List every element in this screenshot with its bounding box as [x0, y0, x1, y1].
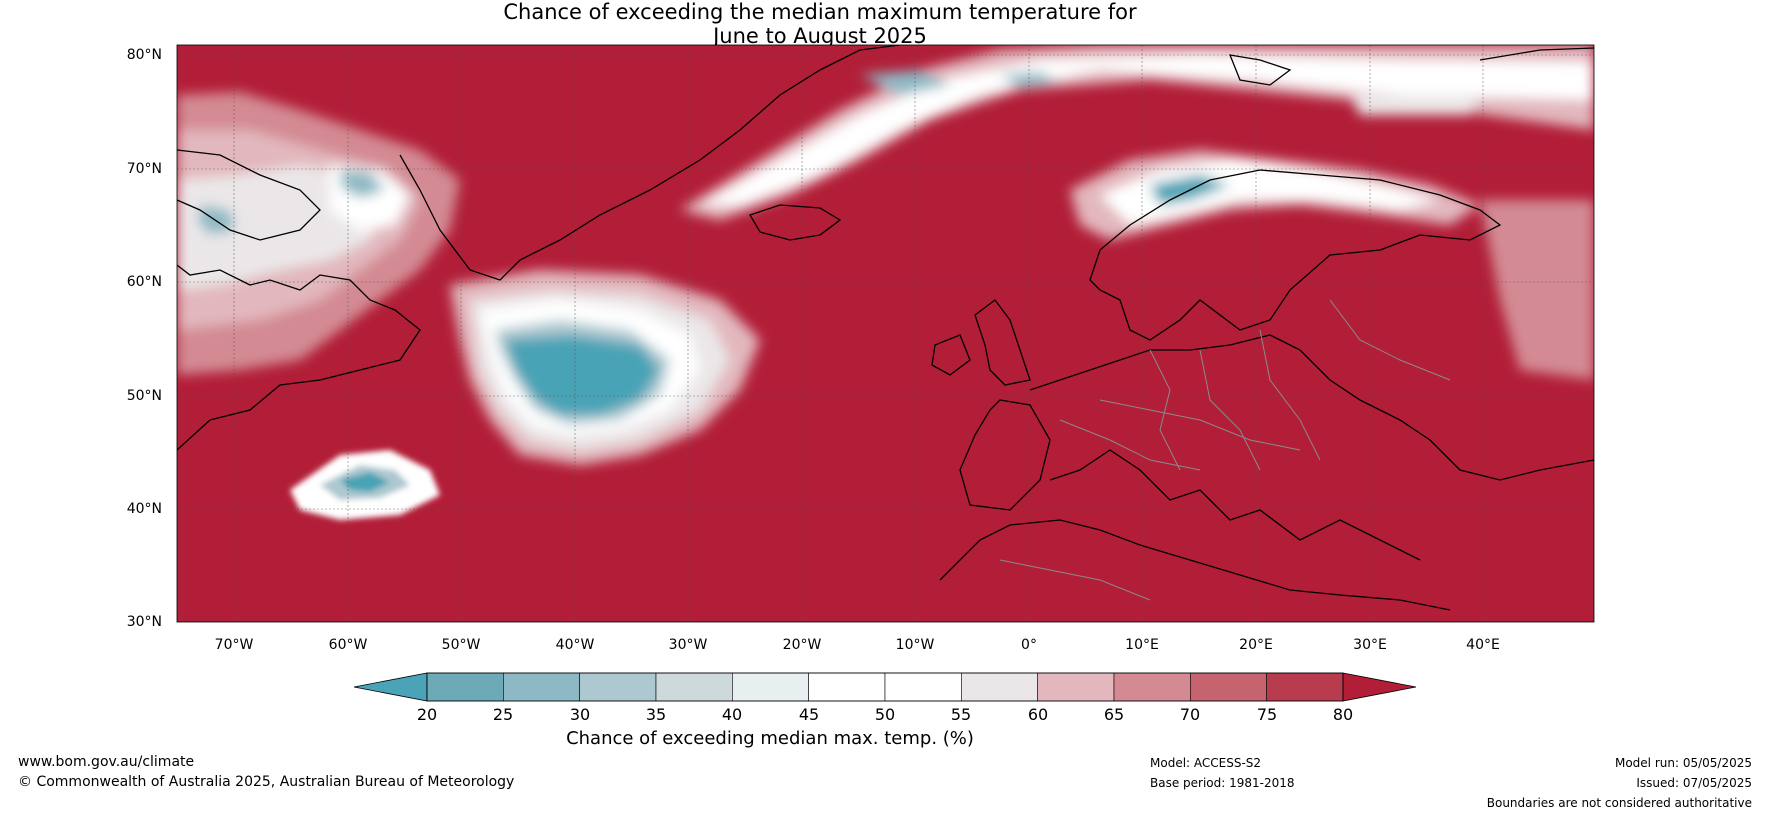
lon-tick-40e: 40°E	[1466, 637, 1500, 653]
country-borders	[999, 299, 1451, 601]
lon-tick-30w: 30°W	[668, 637, 708, 653]
lon-tick-40w: 40°W	[555, 637, 595, 653]
lat-tick-30n: 30°N	[126, 614, 162, 630]
coast-mediterranean	[1049, 449, 1421, 561]
coast-europe	[1029, 334, 1594, 481]
colorbar-cell	[655, 672, 733, 702]
colorbar-tick-55: 55	[950, 705, 972, 724]
lon-tick-60w: 60°W	[328, 637, 368, 653]
lon-tick-70w: 70°W	[214, 637, 254, 653]
title-line-1: Chance of exceeding the median maximum t…	[503, 0, 1137, 24]
lon-tick-50w: 50°W	[441, 637, 481, 653]
anomaly-small-patch	[290, 450, 440, 520]
lat-tick-50n: 50°N	[126, 388, 162, 404]
colorbar-cell	[1190, 672, 1267, 702]
coastlines	[177, 45, 1594, 611]
colorbar-cell	[1266, 672, 1344, 702]
colorbar-tick-25: 25	[492, 705, 514, 724]
footer-url[interactable]: www.bom.gov.au/climate	[18, 754, 195, 770]
coast-greenland	[399, 45, 901, 281]
colorbar-cell	[732, 672, 809, 702]
coast-svalbard	[1228, 54, 1292, 86]
footer-model: Model: ACCESS-S2	[1150, 756, 1262, 770]
colorbar-cell	[808, 672, 886, 702]
coast-novaya-zemlya	[1479, 47, 1594, 61]
lon-tick-10e: 10°E	[1125, 637, 1159, 653]
anomaly-scandinavia	[1070, 150, 1594, 380]
colorbar-tick-75: 75	[1256, 705, 1278, 724]
anomaly-arctic-band	[680, 45, 1594, 220]
colorbar-cell	[1037, 672, 1115, 702]
lat-tick-80n: 80°N	[126, 47, 162, 63]
colorbar-tick-45: 45	[798, 705, 820, 724]
colorbar	[353, 672, 1417, 702]
colorbar-max-triangle	[1342, 672, 1417, 702]
coast-iceland	[749, 204, 842, 241]
colorbar-tick-60: 60	[1027, 705, 1049, 724]
anomaly-cold-blob	[450, 270, 760, 465]
colorbar-cells	[426, 672, 1344, 702]
colorbar-tick-50: 50	[874, 705, 896, 724]
graticule	[177, 45, 1594, 622]
footer-base-period: Base period: 1981-2018	[1150, 776, 1295, 790]
colorbar-tick-40: 40	[721, 705, 743, 724]
colorbar-cell	[503, 672, 580, 702]
colorbar-tick-35: 35	[645, 705, 667, 724]
colorbar-tick-70: 70	[1179, 705, 1201, 724]
footer-disclaimer: Boundaries are not considered authoritat…	[1486, 796, 1752, 810]
coast-scandinavia	[1089, 169, 1502, 341]
lon-tick-20w: 20°W	[782, 637, 822, 653]
colorbar-tick-65: 65	[1103, 705, 1125, 724]
colorbar-label: Chance of exceeding median max. temp. (%…	[566, 728, 974, 749]
footer-copyright: © Commonwealth of Australia 2025, Austra…	[18, 774, 515, 790]
footer-issued: Issued: 07/05/2025	[1636, 776, 1752, 790]
lon-tick-0: 0°	[1021, 637, 1037, 653]
coast-north-africa	[939, 519, 1451, 611]
coast-ireland	[931, 334, 971, 376]
colorbar-cell	[884, 672, 962, 702]
colorbar-tick-80: 80	[1332, 705, 1354, 724]
map-frame	[176, 44, 1595, 623]
title-line-2: June to August 2025	[713, 24, 927, 48]
coast-britain	[974, 299, 1031, 386]
lon-tick-20e: 20°E	[1239, 637, 1273, 653]
colorbar-min-triangle	[353, 672, 428, 702]
colorbar-cell	[426, 672, 504, 702]
coast-baffin	[177, 149, 321, 241]
colorbar-outline	[426, 672, 1344, 702]
coast-iberia	[959, 399, 1051, 511]
lat-tick-70n: 70°N	[126, 161, 162, 177]
colorbar-cell	[579, 672, 657, 702]
lat-tick-40n: 40°N	[126, 501, 162, 517]
chart-title: Chance of exceeding the median maximum t…	[0, 0, 1640, 48]
lat-tick-60n: 60°N	[126, 274, 162, 290]
lon-tick-10w: 10°W	[895, 637, 935, 653]
colorbar-cell	[1113, 672, 1191, 702]
coast-north-america	[177, 264, 421, 451]
colorbar-tick-30: 30	[569, 705, 591, 724]
lon-tick-30e: 30°E	[1353, 637, 1387, 653]
footer-model-run: Model run: 05/05/2025	[1614, 756, 1752, 770]
colorbar-tick-20: 20	[416, 705, 438, 724]
anomaly-canada	[177, 92, 460, 375]
map-area	[177, 45, 1594, 622]
colorbar-cell	[961, 672, 1038, 702]
